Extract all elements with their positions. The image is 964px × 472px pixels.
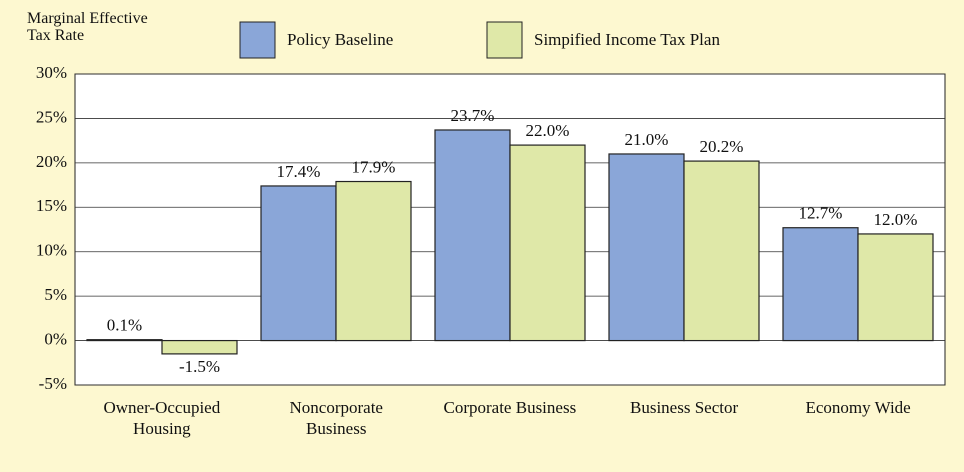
- legend-label: Simpified Income Tax Plan: [534, 30, 720, 49]
- y-tick-label: 5%: [44, 285, 67, 304]
- legend-swatch: [239, 21, 276, 59]
- bar: [782, 227, 859, 342]
- value-label: 17.9%: [352, 157, 396, 176]
- y-axis-title: Marginal Effective Tax Rate: [27, 10, 148, 44]
- legend-label: Policy Baseline: [287, 30, 393, 49]
- bar: [857, 233, 934, 342]
- x-tick-label: Business Sector: [630, 398, 739, 417]
- x-tick-label: Owner-Occupied Housing: [103, 398, 221, 438]
- value-label: 21.0%: [625, 130, 669, 149]
- y-tick-label: 30%: [36, 63, 67, 82]
- legend-swatch: [486, 21, 523, 59]
- value-label: 12.7%: [799, 204, 843, 223]
- bar: [683, 160, 760, 342]
- value-label: 22.0%: [526, 121, 570, 140]
- bar: [260, 185, 337, 342]
- value-label: 20.2%: [700, 137, 744, 156]
- bar: [161, 339, 238, 355]
- value-label: 23.7%: [451, 106, 495, 125]
- value-label: -1.5%: [179, 357, 220, 376]
- bar: [434, 129, 511, 342]
- bar: [608, 153, 685, 342]
- y-tick-label: 25%: [36, 107, 67, 126]
- value-label: 17.4%: [277, 162, 321, 181]
- y-tick-label: -5%: [39, 374, 67, 393]
- bar: [335, 180, 412, 342]
- x-tick-label: Noncorporate Business: [289, 398, 383, 438]
- y-tick-label: 20%: [36, 152, 67, 171]
- y-tick-label: 10%: [36, 241, 67, 260]
- x-tick-label: Economy Wide: [805, 398, 911, 417]
- bar: [86, 339, 163, 342]
- x-tick-label: Corporate Business: [443, 398, 577, 417]
- bar: [509, 144, 586, 342]
- value-label: 0.1%: [107, 316, 142, 335]
- y-tick-label: 15%: [36, 196, 67, 215]
- value-label: 12.0%: [874, 210, 918, 229]
- y-tick-label: 0%: [44, 329, 67, 348]
